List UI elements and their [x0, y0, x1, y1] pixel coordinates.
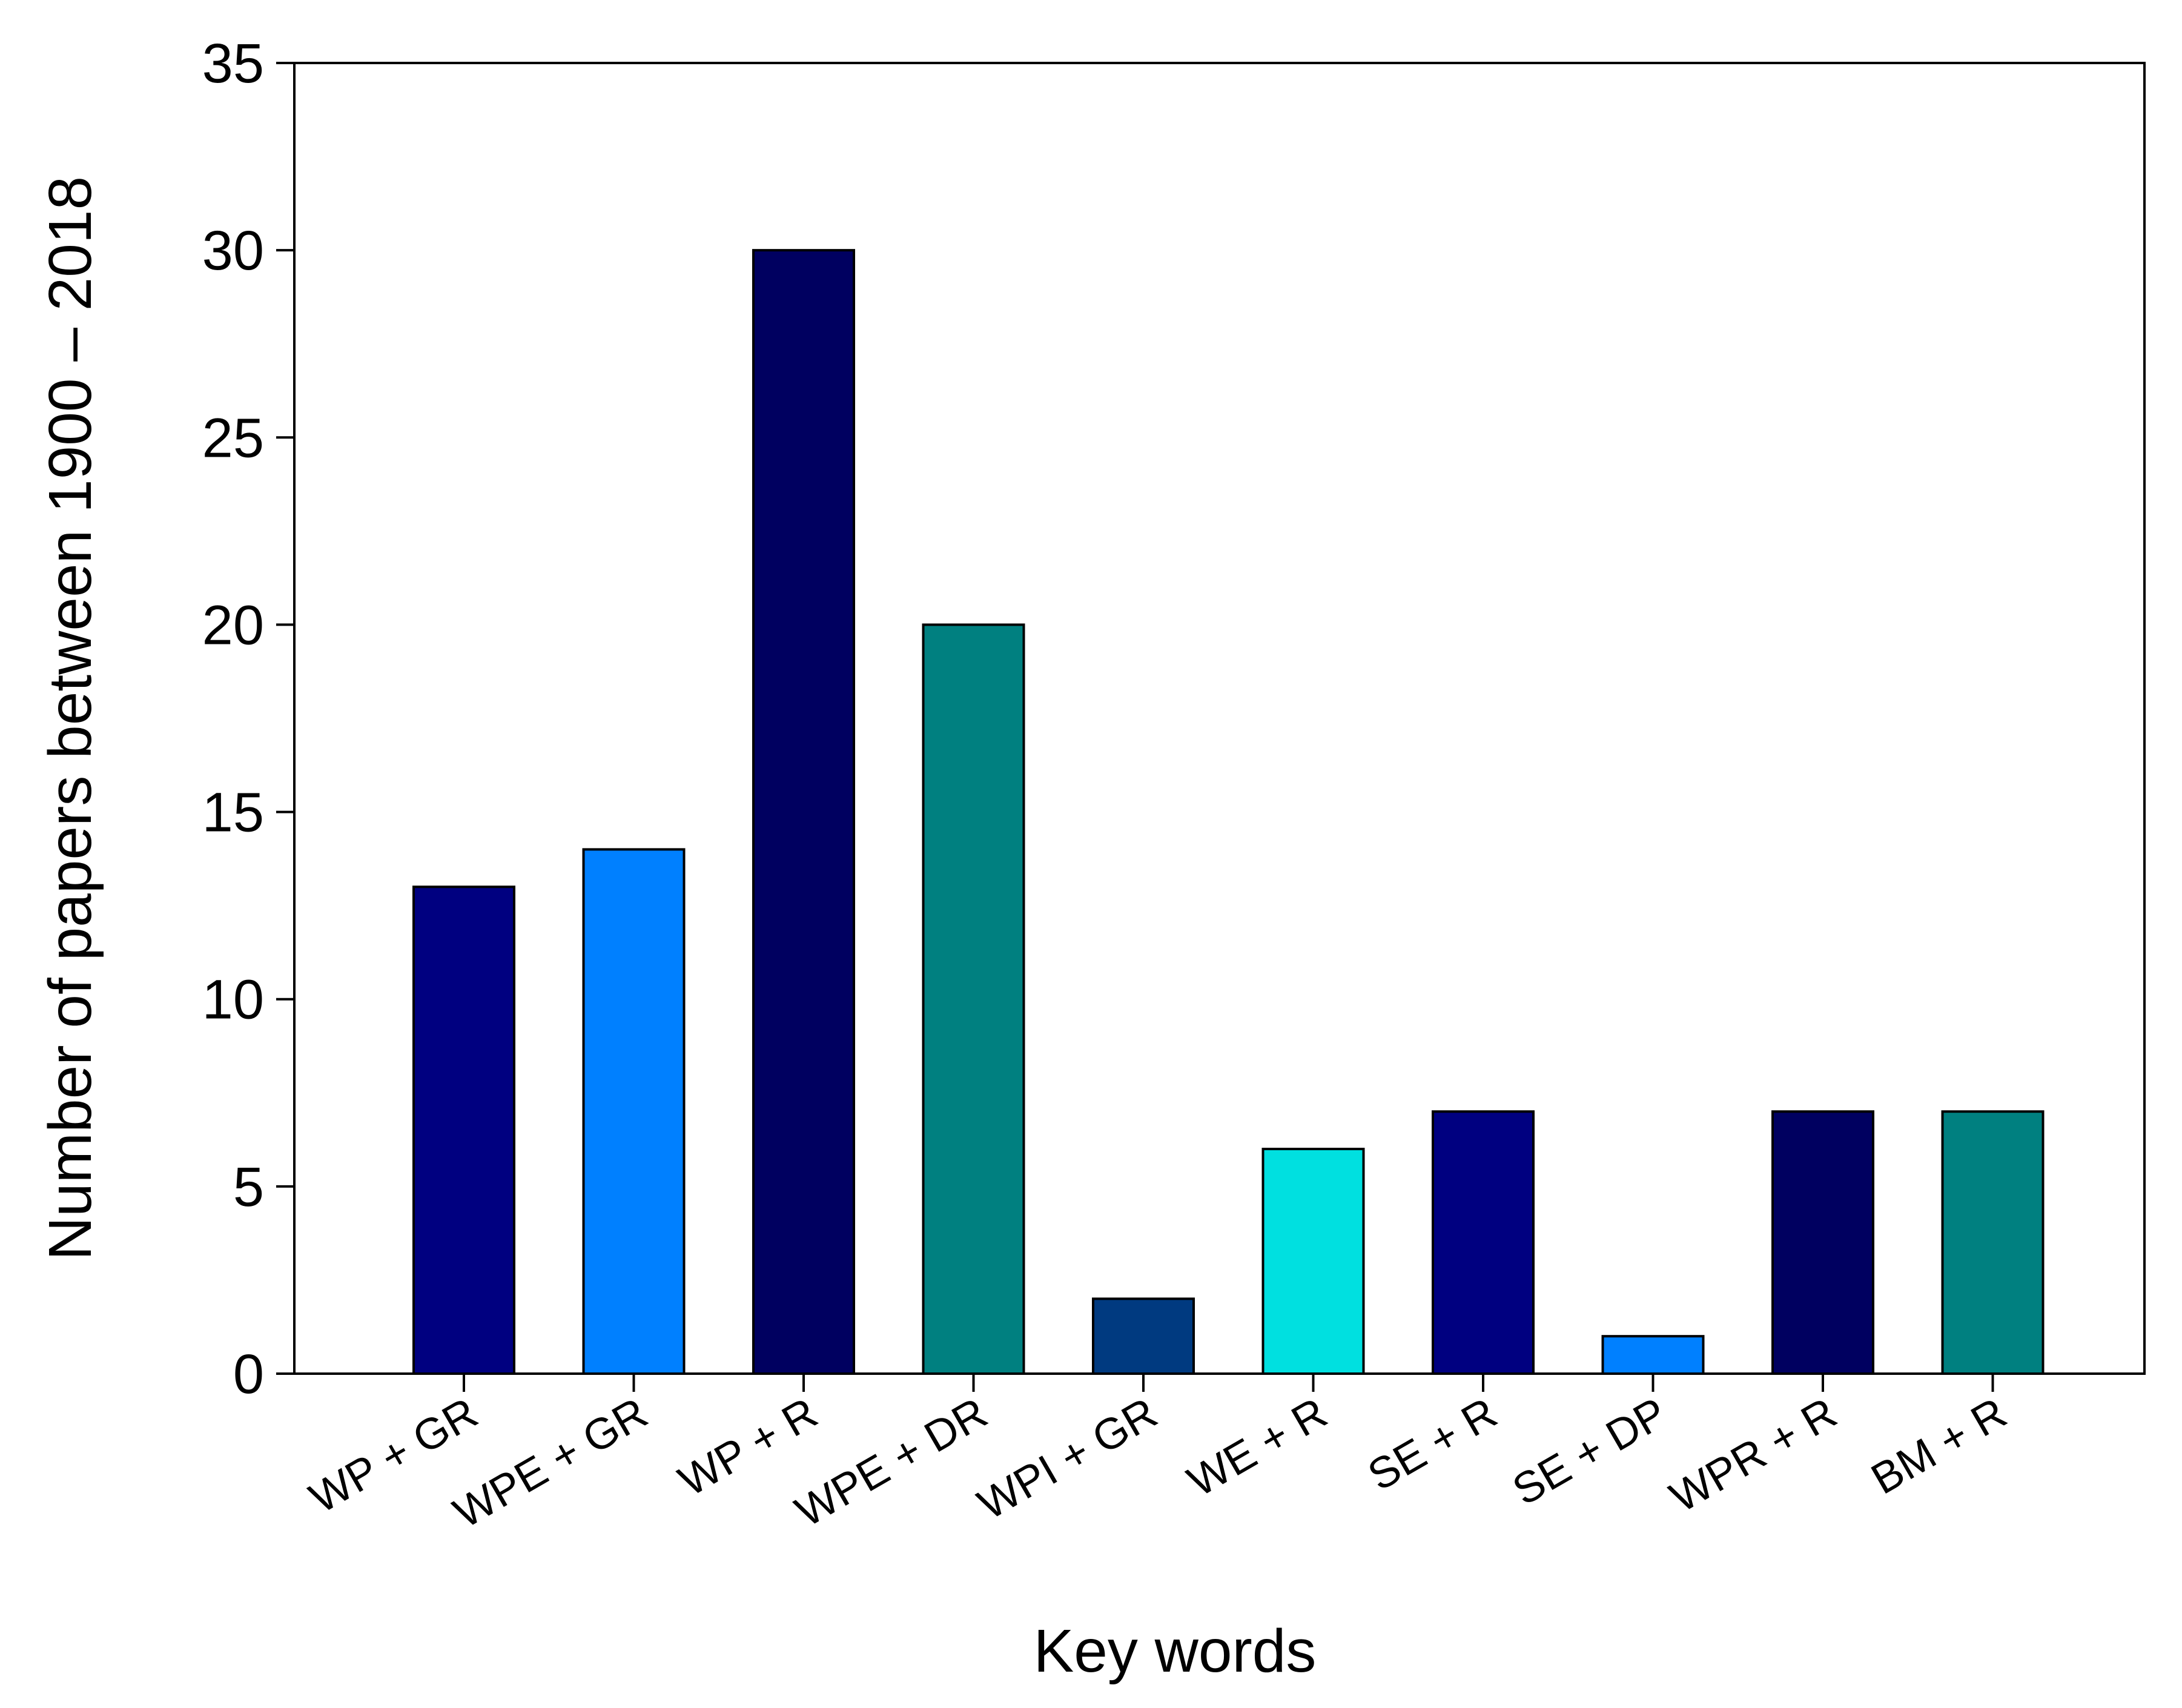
x-tick-label-6: SE + R	[1360, 1389, 1505, 1500]
bar-3	[922, 623, 1025, 1375]
bar-5	[1261, 1148, 1365, 1375]
y-tick-label-7: 35	[202, 33, 264, 94]
bar-1	[582, 848, 686, 1375]
x-tick-label-7: SE + DP	[1505, 1389, 1675, 1515]
x-tick-label-1: WPE + GR	[446, 1389, 656, 1538]
bar-8	[1771, 1110, 1874, 1375]
x-tick-label-9: BM + R	[1863, 1389, 2015, 1504]
y-tick-label-1: 5	[233, 1156, 264, 1218]
x-axis-title: Key words	[1034, 1617, 1317, 1685]
y-tick-label-5: 25	[202, 407, 264, 469]
plot-frame	[293, 62, 2146, 1375]
bar-7	[1601, 1335, 1705, 1375]
bar-0	[412, 885, 515, 1375]
y-tick-label-3: 15	[202, 782, 264, 844]
y-axis: 0 5 10 15 20 25 30 35	[202, 33, 294, 1405]
bars-group	[412, 249, 2045, 1375]
bar-4	[1092, 1297, 1195, 1375]
x-tick-label-3: WPE + DR	[787, 1389, 995, 1537]
bar-2	[752, 249, 855, 1375]
y-tick-label-0: 0	[233, 1343, 264, 1405]
y-tick-label-4: 20	[202, 594, 264, 656]
x-tick-label-8: WPR + R	[1662, 1389, 1845, 1522]
bar-6	[1432, 1110, 1535, 1375]
x-tick-label-5: WE + R	[1180, 1389, 1335, 1506]
y-axis-title: Number of papers between 1900 – 2018	[36, 176, 104, 1260]
y-tick-label-2: 10	[202, 969, 264, 1031]
x-tick-label-4: WPI + GR	[970, 1389, 1165, 1529]
bar-9	[1941, 1110, 2045, 1375]
y-tick-label-6: 30	[202, 220, 264, 282]
